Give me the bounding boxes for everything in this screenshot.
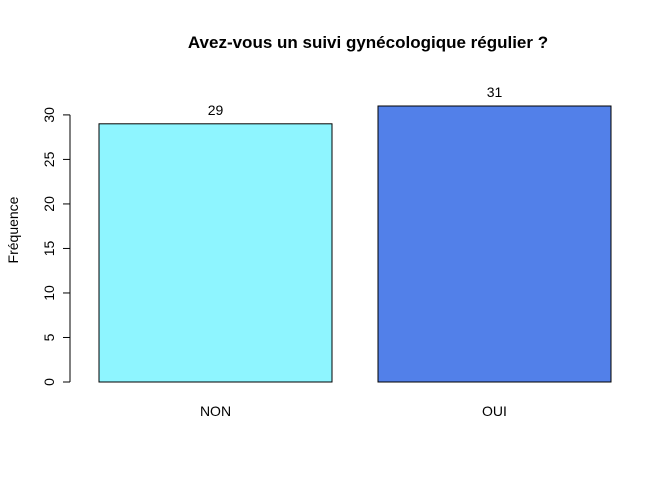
y-tick-label: 10 <box>41 285 57 301</box>
y-tick-label: 25 <box>41 151 57 167</box>
bars: 29 NON 31 OUI <box>98 84 612 419</box>
bar-oui <box>377 105 612 383</box>
y-axis-label: Fréquence <box>5 196 21 263</box>
data-label-non: 29 <box>208 102 224 118</box>
y-tick-label: 20 <box>41 196 57 212</box>
y-axis: 0 5 10 15 20 25 30 <box>41 107 71 386</box>
y-tick-label: 0 <box>41 378 57 386</box>
y-tick-label: 15 <box>41 240 57 256</box>
category-label-oui: OUI <box>482 403 507 419</box>
category-label-non: NON <box>200 403 231 419</box>
bar-non <box>98 123 333 383</box>
chart-title: Avez-vous un suivi gynécologique régulie… <box>188 33 548 52</box>
y-tick-label: 30 <box>41 107 57 123</box>
data-label-oui: 31 <box>487 84 503 100</box>
y-tick-label: 5 <box>41 333 57 341</box>
